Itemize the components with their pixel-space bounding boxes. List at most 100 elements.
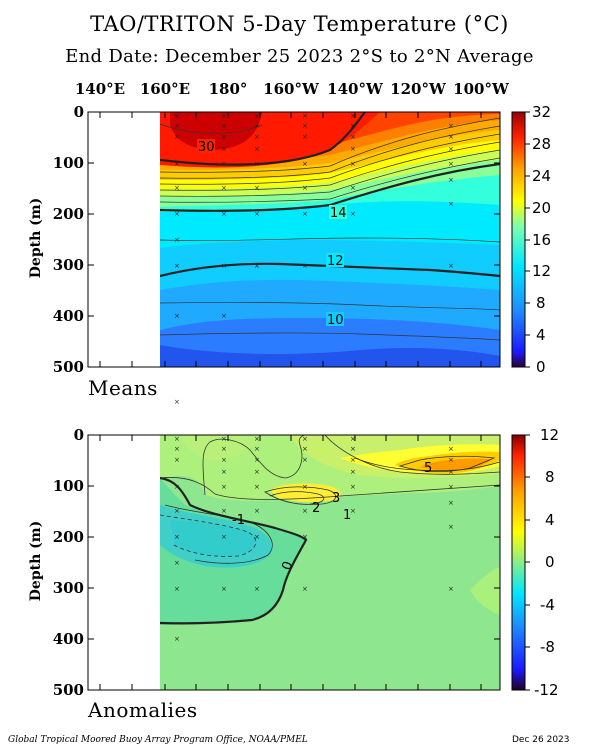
anomaly-cbtick: -8 — [540, 638, 555, 656]
svg-text:×: × — [174, 184, 180, 192]
svg-text:×: × — [448, 200, 454, 208]
anomaly-ytick-300: 300 — [52, 579, 84, 597]
footer-credit: Global Tropical Moored Buoy Array Progra… — [8, 735, 308, 745]
anomaly-colorbar — [511, 434, 526, 691]
means-colorbar-ticks — [525, 111, 530, 368]
means-buoy-marks: × × × × × × × × × × × × × × × × × × × × × × × × × × × × × × × × × × × ×… — [174, 112, 454, 406]
svg-text:×: × — [350, 112, 356, 120]
chart-title: TAO/TRITON 5-Day Temperature (°C) — [90, 12, 509, 36]
svg-text:×: × — [448, 122, 454, 130]
means-y-axis-label: Depth (m) — [28, 197, 45, 279]
svg-text:×: × — [221, 483, 227, 491]
anomaly-panel-label: Anomalies — [88, 698, 198, 722]
anomaly-dashed-contours — [160, 514, 257, 557]
anomaly-ytick-100: 100 — [52, 477, 84, 495]
svg-text:×: × — [221, 262, 227, 270]
svg-text:×: × — [174, 559, 180, 567]
svg-text:×: × — [174, 435, 180, 443]
anomaly-cbtick: 0 — [545, 553, 555, 571]
svg-text:×: × — [254, 145, 260, 153]
anomaly-contour-labels: 5 3 2 1 -1 0 — [232, 461, 432, 572]
svg-text:×: × — [302, 184, 308, 192]
svg-text:×: × — [448, 523, 454, 531]
svg-text:×: × — [174, 210, 180, 218]
svg-text:×: × — [254, 262, 260, 270]
svg-text:×: × — [174, 456, 180, 464]
svg-text:14: 14 — [330, 206, 347, 221]
svg-text:×: × — [221, 112, 227, 120]
svg-text:×: × — [254, 160, 260, 168]
svg-text:×: × — [254, 507, 260, 515]
anomaly-ytick-0: 0 — [73, 426, 84, 444]
svg-text:5: 5 — [424, 461, 432, 476]
anomaly-ytick-400: 400 — [52, 630, 84, 648]
svg-text:×: × — [448, 468, 454, 476]
svg-text:×: × — [302, 133, 308, 141]
means-ytick-400: 400 — [52, 307, 84, 325]
svg-text:×: × — [350, 483, 356, 491]
svg-text:×: × — [174, 122, 180, 130]
means-contours — [160, 117, 500, 341]
svg-text:10: 10 — [327, 313, 344, 328]
anomaly-cbtick: -12 — [534, 681, 559, 699]
means-cbtick: 4 — [536, 326, 546, 344]
svg-text:×: × — [174, 236, 180, 244]
svg-text:-1: -1 — [232, 513, 245, 528]
means-ytick-500: 500 — [52, 358, 84, 376]
svg-text:×: × — [254, 122, 260, 130]
svg-text:2: 2 — [312, 501, 320, 516]
svg-text:×: × — [350, 122, 356, 130]
lon-label-120w: 120°W — [390, 80, 446, 98]
anomaly-cbtick: 12 — [540, 426, 560, 444]
svg-text:1: 1 — [343, 508, 351, 523]
means-ytick-100: 100 — [52, 154, 84, 172]
svg-text:×: × — [254, 184, 260, 192]
svg-text:×: × — [350, 468, 356, 476]
svg-text:×: × — [302, 533, 308, 541]
means-field — [160, 112, 500, 367]
svg-text:×: × — [302, 507, 308, 515]
svg-text:×: × — [448, 176, 454, 184]
svg-text:×: × — [350, 435, 356, 443]
means-colorbar — [511, 111, 526, 368]
means-cbtick: 12 — [532, 262, 552, 280]
lon-label-100w: 100°W — [453, 80, 509, 98]
means-cbtick: 24 — [532, 167, 552, 185]
means-cbtick: 28 — [532, 135, 552, 153]
lon-label-160w: 160°W — [263, 80, 319, 98]
svg-text:×: × — [221, 445, 227, 453]
svg-text:×: × — [174, 262, 180, 270]
svg-text:×: × — [448, 483, 454, 491]
svg-text:×: × — [221, 122, 227, 130]
svg-text:×: × — [221, 184, 227, 192]
svg-text:×: × — [448, 145, 454, 153]
svg-text:×: × — [350, 507, 356, 515]
svg-text:×: × — [350, 133, 356, 141]
lon-label-160e: 160°E — [139, 80, 191, 98]
svg-text:×: × — [254, 435, 260, 443]
svg-text:3: 3 — [332, 491, 340, 506]
anomaly-cbtick: -4 — [540, 596, 555, 614]
svg-text:×: × — [221, 585, 227, 593]
svg-text:×: × — [350, 210, 356, 218]
svg-text:×: × — [302, 585, 308, 593]
anomaly-frame — [87, 434, 501, 691]
svg-text:×: × — [254, 210, 260, 218]
svg-text:×: × — [221, 456, 227, 464]
svg-text:×: × — [174, 445, 180, 453]
svg-text:×: × — [302, 445, 308, 453]
means-contour-labels: 30 14 12 10 — [197, 139, 347, 328]
means-cbtick: 0 — [536, 358, 546, 376]
svg-text:×: × — [254, 445, 260, 453]
chart-subtitle: End Date: December 25 2023 2°S to 2°N Av… — [65, 46, 534, 67]
svg-text:×: × — [350, 160, 356, 168]
svg-text:×: × — [254, 483, 260, 491]
means-cbtick: 8 — [536, 294, 546, 312]
svg-text:×: × — [174, 533, 180, 541]
svg-text:×: × — [448, 133, 454, 141]
svg-text:×: × — [302, 112, 308, 120]
anomaly-contours — [160, 435, 500, 564]
svg-text:×: × — [448, 445, 454, 453]
lon-label-140w: 140°W — [327, 80, 383, 98]
svg-text:×: × — [350, 145, 356, 153]
